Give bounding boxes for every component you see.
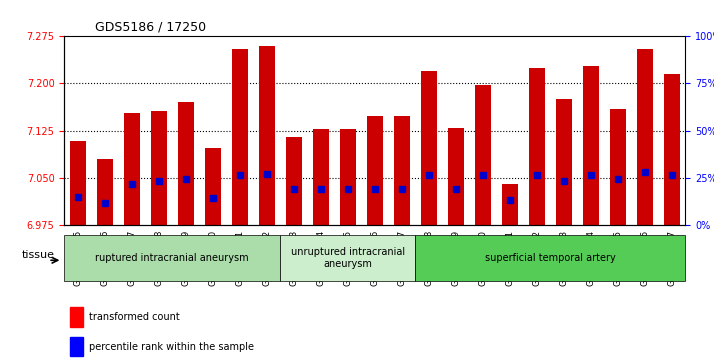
FancyBboxPatch shape: [281, 235, 416, 281]
Bar: [313, 129, 329, 225]
Bar: [124, 113, 140, 225]
Bar: [71, 337, 83, 356]
Text: tissue: tissue: [21, 250, 54, 260]
Bar: [529, 68, 545, 225]
Text: GDS5186 / 17250: GDS5186 / 17250: [95, 21, 206, 34]
FancyBboxPatch shape: [64, 235, 281, 281]
Text: transformed count: transformed count: [89, 312, 180, 322]
Bar: [583, 66, 599, 225]
Text: unruptured intracranial
aneurysm: unruptured intracranial aneurysm: [291, 247, 405, 269]
Text: superficial temporal artery: superficial temporal artery: [485, 253, 615, 263]
Bar: [393, 116, 410, 225]
Bar: [205, 148, 221, 225]
FancyBboxPatch shape: [416, 235, 685, 281]
Bar: [71, 307, 83, 327]
Bar: [475, 85, 491, 225]
Bar: [70, 141, 86, 225]
Bar: [286, 137, 302, 225]
Bar: [610, 109, 626, 225]
Bar: [232, 49, 248, 225]
Bar: [502, 184, 518, 225]
Bar: [448, 127, 464, 225]
Bar: [367, 116, 383, 225]
Bar: [258, 46, 275, 225]
Bar: [421, 71, 437, 225]
Bar: [555, 99, 572, 225]
Bar: [637, 49, 653, 225]
Bar: [340, 129, 356, 225]
Bar: [178, 102, 194, 225]
Bar: [664, 74, 680, 225]
Text: ruptured intracranial aneurysm: ruptured intracranial aneurysm: [96, 253, 249, 263]
Bar: [96, 159, 113, 225]
Text: percentile rank within the sample: percentile rank within the sample: [89, 342, 254, 352]
Bar: [151, 111, 167, 225]
